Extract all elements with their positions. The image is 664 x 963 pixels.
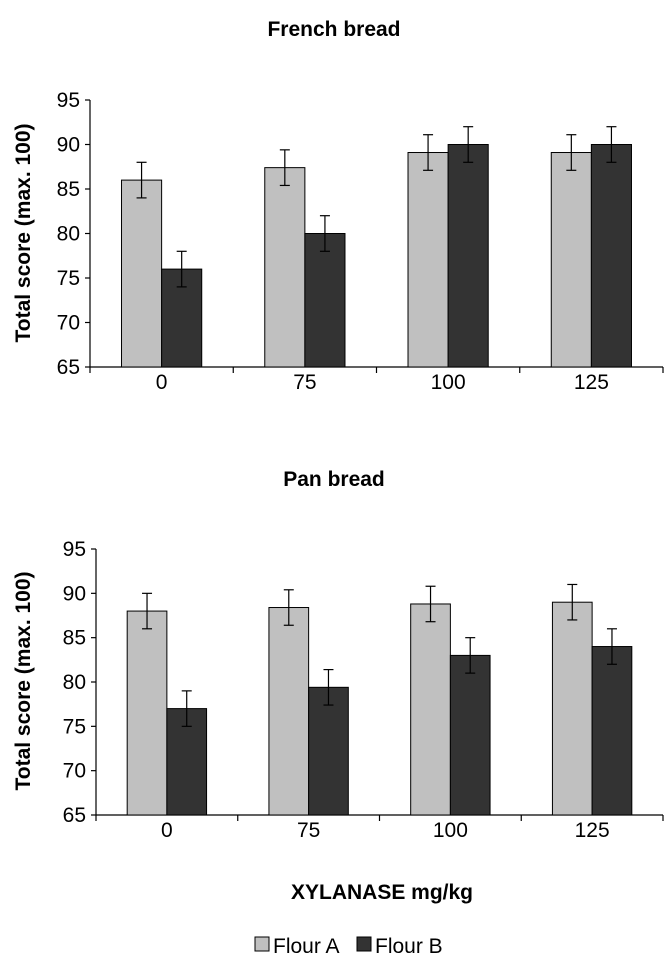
x-tick-label: 75	[293, 371, 316, 394]
y-tick-label: 85	[63, 627, 86, 650]
x-tick-label: 125	[574, 371, 609, 394]
bar-flour-b	[304, 233, 346, 368]
y-axis-label: Total score (max. 100)	[12, 123, 35, 342]
bar-flour-b	[591, 646, 633, 816]
x-tick-label: 100	[433, 819, 468, 842]
bar-flour-a	[268, 607, 310, 816]
bar-flour-a	[264, 167, 306, 368]
x-tick-label: 75	[297, 819, 320, 842]
plot-area: 65 70 75 80 85 90 95 0 75 100 125	[57, 89, 664, 394]
legend-label-flour-b: Flour B	[375, 935, 443, 958]
legend-label-flour-a: Flour A	[273, 935, 340, 958]
y-tick-label: 95	[57, 89, 80, 112]
bar-flour-b	[308, 686, 349, 816]
bar-flour-a	[410, 603, 451, 816]
y-tick-label: 70	[63, 760, 86, 783]
bar-flour-a	[551, 601, 593, 816]
bar-flour-b	[447, 144, 489, 368]
legend-swatch-flour-b	[356, 936, 372, 952]
bar-flour-a	[550, 152, 592, 368]
pan-bread-chart: Pan bread Total score (max. 100) XYLANAS…	[12, 468, 664, 904]
chart-title: Pan bread	[283, 468, 385, 491]
x-tick-label: 0	[156, 371, 168, 394]
bar-flour-a	[407, 152, 449, 368]
y-tick-label: 65	[57, 356, 80, 379]
x-axis-label: XYLANASE mg/kg	[291, 881, 473, 904]
y-tick-label: 85	[57, 178, 80, 201]
y-tick-label: 75	[63, 715, 86, 738]
bar-flour-a	[121, 179, 163, 368]
y-tick-label: 70	[57, 312, 80, 335]
y-tick-label: 80	[57, 223, 80, 246]
y-tick-label: 65	[63, 804, 86, 827]
french-bread-chart: French bread Total score (max. 100) 65 70…	[12, 18, 664, 394]
y-tick-label: 75	[57, 267, 80, 290]
y-axis-label: Total score (max. 100)	[12, 571, 35, 790]
y-tick-label: 80	[63, 671, 86, 694]
chart-title: French bread	[267, 18, 400, 41]
legend: Flour A Flour B	[254, 935, 443, 958]
y-tick-label: 90	[63, 582, 86, 605]
plot-area: 65 70 75 80 85 90 95 0 75 100 125	[63, 538, 664, 842]
x-tick-label: 125	[575, 819, 610, 842]
bar-flour-a	[126, 610, 168, 816]
y-tick-label: 90	[57, 134, 80, 157]
bar-flour-b	[590, 144, 632, 368]
bar-flour-b	[449, 654, 491, 816]
x-tick-label: 0	[161, 819, 173, 842]
legend-swatch-flour-a	[254, 936, 270, 952]
x-tick-label: 100	[431, 371, 466, 394]
y-tick-label: 95	[63, 538, 86, 561]
